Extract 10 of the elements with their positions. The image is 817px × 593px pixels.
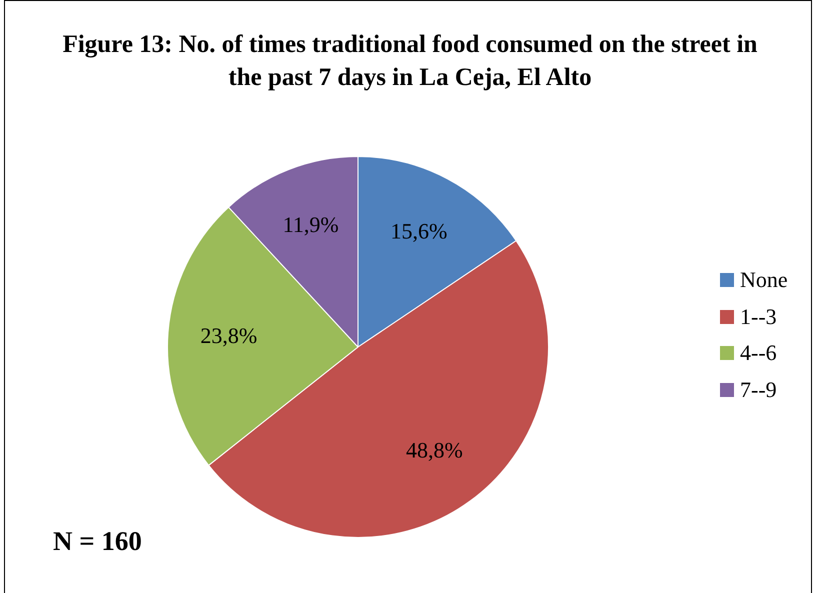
data-label: 15,6% <box>390 218 448 244</box>
data-label: 23,8% <box>200 322 258 348</box>
legend-label: 7--9 <box>740 376 777 403</box>
legend-label: 4--6 <box>740 340 777 366</box>
text: N = 160 <box>53 526 142 557</box>
data-label: 11,9% <box>282 212 339 238</box>
legend-label: None <box>740 267 788 294</box>
chart-title: Figure 13: No. of times traditional food consumed on the street in the past 7 days in La Ceja, El Alto <box>62 30 758 93</box>
legend-label: 1--3 <box>740 304 777 330</box>
data-label: 48,8% <box>406 437 463 462</box>
